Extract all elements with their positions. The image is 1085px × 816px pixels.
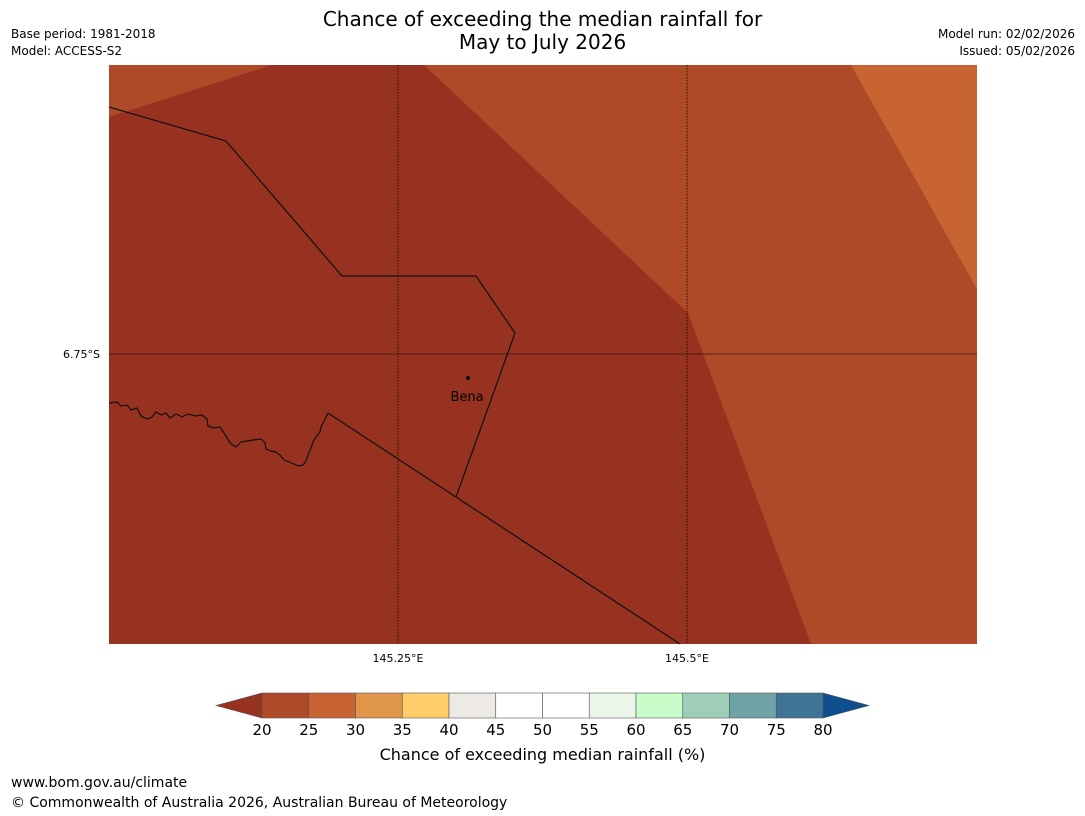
model-name: Model: ACCESS-S2 (11, 44, 123, 58)
colorbar-tick-label: 50 (533, 721, 552, 739)
lon-label-145-25: 145.25°E (373, 652, 424, 665)
bena-label: Bena (450, 390, 483, 405)
colorbar-tick-label: 35 (393, 721, 412, 739)
footer-copyright: © Commonwealth of Australia 2026, Austra… (11, 795, 508, 811)
base-period: Base period: 1981-2018 (11, 27, 156, 41)
colorbar-tick-label: 65 (673, 721, 692, 739)
colorbar-label: Chance of exceeding median rainfall (%) (379, 745, 706, 764)
colorbar-segment (729, 692, 777, 719)
river-boundary (109, 401, 329, 467)
colorbar-tick-label: 20 (252, 721, 271, 739)
title-line-1: Chance of exceeding the median rainfall … (322, 7, 763, 31)
lon-label-145-5: 145.5°E (665, 652, 709, 665)
colorbar-segment (775, 692, 824, 719)
colorbar: 20 25 30 35 40 45 50 55 60 65 70 75 80 (214, 692, 871, 739)
issued-date: Issued: 05/02/2026 (959, 44, 1075, 58)
province-boundary-north (109, 106, 516, 498)
meta-left: Base period: 1981-2018 Model: ACCESS-S2 (11, 26, 156, 60)
bena-marker (466, 376, 470, 380)
colorbar-segment (308, 692, 356, 719)
model-run: Model run: 02/02/2026 (937, 27, 1075, 41)
colorbar-tick-label: 70 (720, 721, 739, 739)
colorbar-tick-label: 40 (439, 721, 458, 739)
colorbar-tick-label: 55 (580, 721, 599, 739)
colorbar-segment (261, 692, 310, 719)
colorbar-tick-label: 60 (626, 721, 645, 739)
colorbar-segment (355, 692, 403, 719)
colorbar-over-arrow (822, 692, 871, 719)
region-25-30-nw (109, 65, 272, 117)
colorbar-tick-label: 80 (813, 721, 832, 739)
colorbar-segment (448, 692, 497, 719)
colorbar-segment (682, 692, 730, 719)
colorbar-tick-label: 75 (767, 721, 786, 739)
colorbar-segment (635, 692, 684, 719)
title-line-2: May to July 2026 (458, 30, 627, 54)
meta-right: Model run: 02/02/2026 Issued: 05/02/2026 (938, 26, 1075, 60)
region-25-30-east (424, 65, 977, 644)
colorbar-tick-label: 45 (486, 721, 505, 739)
colorbar-segment (588, 692, 637, 719)
colorbar-segment (401, 692, 450, 719)
colorbar-under-arrow (214, 692, 263, 719)
map-area (109, 65, 977, 644)
colorbar-segment (495, 692, 543, 719)
lat-label: 6.75°S (63, 348, 100, 361)
colorbar-tick-label: 30 (346, 721, 365, 739)
region-30-35-ne (851, 65, 977, 289)
province-boundary-south (327, 412, 681, 644)
colorbar-tick-label: 25 (299, 721, 318, 739)
footer-url[interactable]: www.bom.gov.au/climate (11, 775, 188, 791)
colorbar-segment (542, 692, 590, 719)
